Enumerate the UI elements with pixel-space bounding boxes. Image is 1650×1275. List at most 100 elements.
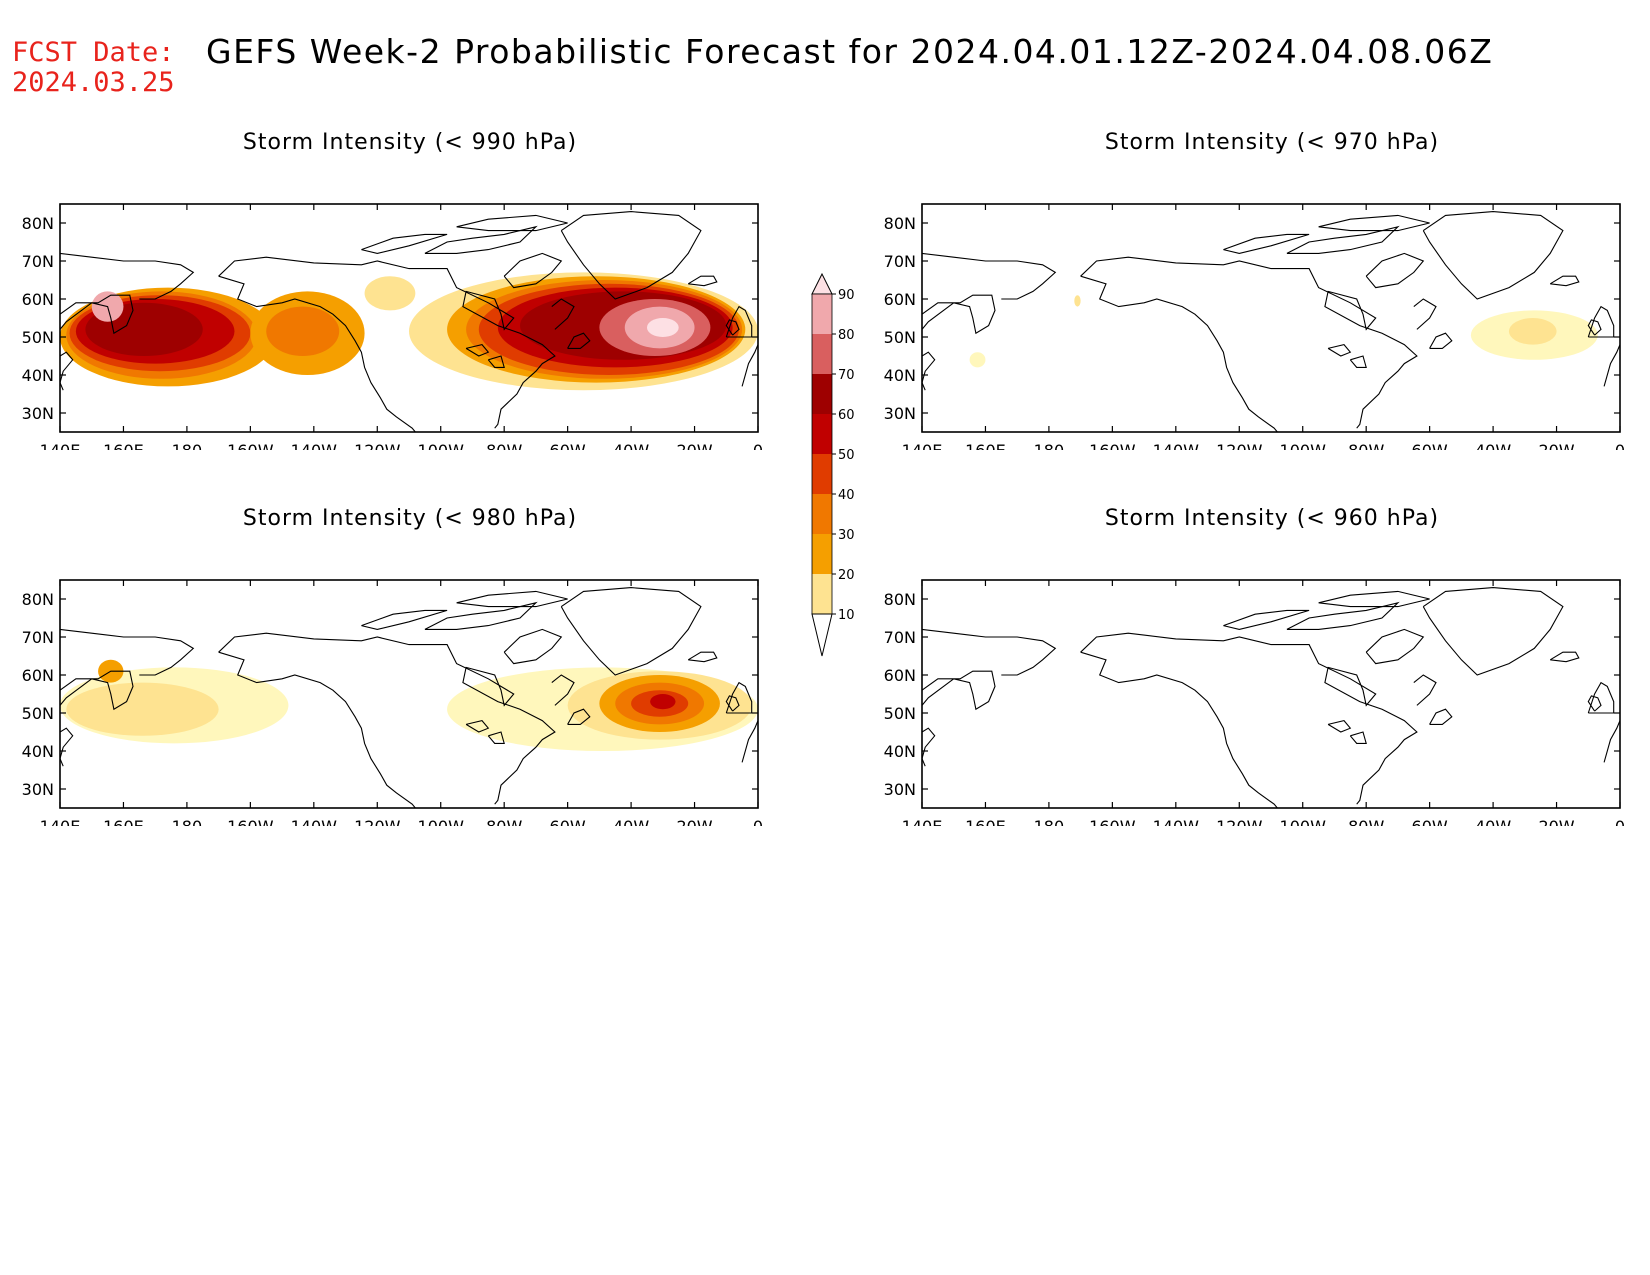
panel-title: Storm Intensity (< 990 hPa) [242,130,578,155]
coastline [1603,344,1620,387]
coastline [922,628,1057,676]
colorbar-top-arrow [811,272,833,295]
lat-tick-label: 40N [884,366,916,385]
forecast-date-value: 2024.03.25 [12,67,175,98]
coastline [1365,252,1425,289]
coastline [465,343,490,357]
coastline [456,214,568,232]
lon-tick-label: 140W [291,817,338,826]
coastline [1286,225,1400,254]
lat-tick-label: 80N [884,590,916,609]
colorbar-segment [812,534,832,574]
coastline [424,225,538,254]
coastline [725,319,740,336]
coastline [1318,590,1430,608]
lat-tick-label: 30N [884,404,916,423]
lon-tick-label: 100W [418,817,465,826]
coastline [1549,275,1580,287]
coastline [1286,601,1400,630]
coastline [1223,233,1310,254]
coastline [1587,695,1602,712]
map-plot: 140E 160E 180 160W 140W 120W 100W 80W 60W 40W 20W 0… [22,203,763,450]
colorbar: 90 80 70 60 50 40 30 20 10 [811,272,855,657]
colorbar-segment [812,574,832,614]
colorbar-label: 90 [838,288,855,303]
colorbar-label: 40 [838,488,855,503]
coastline [487,731,505,744]
coastline [567,332,591,349]
lon-tick-label: 100W [1280,441,1327,450]
coastline [1349,731,1367,744]
coastline [687,275,718,287]
lat-tick-label: 40N [884,742,916,761]
page-title: GEFS Week-2 Probabilistic Forecast for 2… [206,32,1494,71]
coastline [60,252,195,300]
colorbar-label: 30 [838,528,855,543]
map-plot: 140E 160E 180 160W 140W 120W 100W 80W 60W 40W 20W 0… [884,203,1625,450]
coastline [725,695,740,712]
coastline [922,252,1057,300]
lon-tick-label: 40W [613,441,649,450]
lon-tick-label: 0 [1615,817,1625,826]
coastline [218,632,556,805]
lat-tick-label: 70N [884,628,916,647]
lon-tick-label: 120W [354,817,401,826]
map-panel-960: Storm Intensity (< 960 hPa) 140E160E1801… [862,506,1650,826]
lat-tick-label: 80N [22,214,54,233]
coastline [1429,332,1453,349]
lat-tick-label: 50N [884,704,916,723]
map-frame [59,579,759,809]
coastline [1587,305,1615,338]
coastline [741,344,758,387]
lon-tick-label: 140E [902,817,943,826]
coastline [560,587,702,676]
coastline [1413,298,1437,330]
coastline [1327,719,1352,733]
forecast-date-block: FCST Date: 2024.03.25 [12,38,175,98]
coastline [60,294,134,335]
coastline [1349,355,1367,368]
lon-tick-label: 160W [1089,441,1136,450]
map-panel-980: Storm Intensity (< 980 hPa) 140E160E1801… [0,506,870,826]
lon-tick-label: 100W [418,441,465,450]
coastline [922,351,936,391]
coastline [1413,674,1437,706]
lon-tick-label: 160E [965,441,1006,450]
lat-tick-label: 40N [22,742,54,761]
lon-tick-label: 40W [613,817,649,826]
lon-tick-label: 160E [965,817,1006,826]
lon-tick-label: 180 [1034,817,1065,826]
probability-shading [364,276,416,311]
probability-shading [266,306,340,356]
panel-title: Storm Intensity (< 980 hPa) [242,506,578,531]
coastline [60,628,195,676]
probability-shading [650,694,676,710]
coastline [60,351,74,391]
lon-tick-label: 20W [676,817,712,826]
lon-tick-label: 60W [1412,441,1448,450]
lon-tick-label: 120W [354,441,401,450]
coastline [1318,214,1430,232]
lat-tick-label: 60N [884,666,916,685]
coastline [361,609,448,630]
lat-tick-label: 60N [22,290,54,309]
coastline [465,719,490,733]
coastline [1587,681,1615,714]
lon-tick-label: 140W [1153,441,1200,450]
lon-tick-label: 60W [550,817,586,826]
coastline [487,355,505,368]
colorbar-label: 20 [838,568,855,583]
colorbar-label: 50 [838,448,855,463]
coastline [218,275,417,432]
colorbar-segment [812,494,832,534]
probability-shading [1074,295,1081,307]
coastline [1603,720,1620,763]
forecast-date-label: FCST Date: [12,37,175,68]
lon-tick-label: 180 [172,441,203,450]
coastline [725,305,753,338]
colorbar-label: 60 [838,408,855,423]
lon-tick-label: 60W [1412,817,1448,826]
probability-shading [646,318,679,337]
lon-tick-label: 80W [486,817,522,826]
coastline [1429,708,1453,725]
